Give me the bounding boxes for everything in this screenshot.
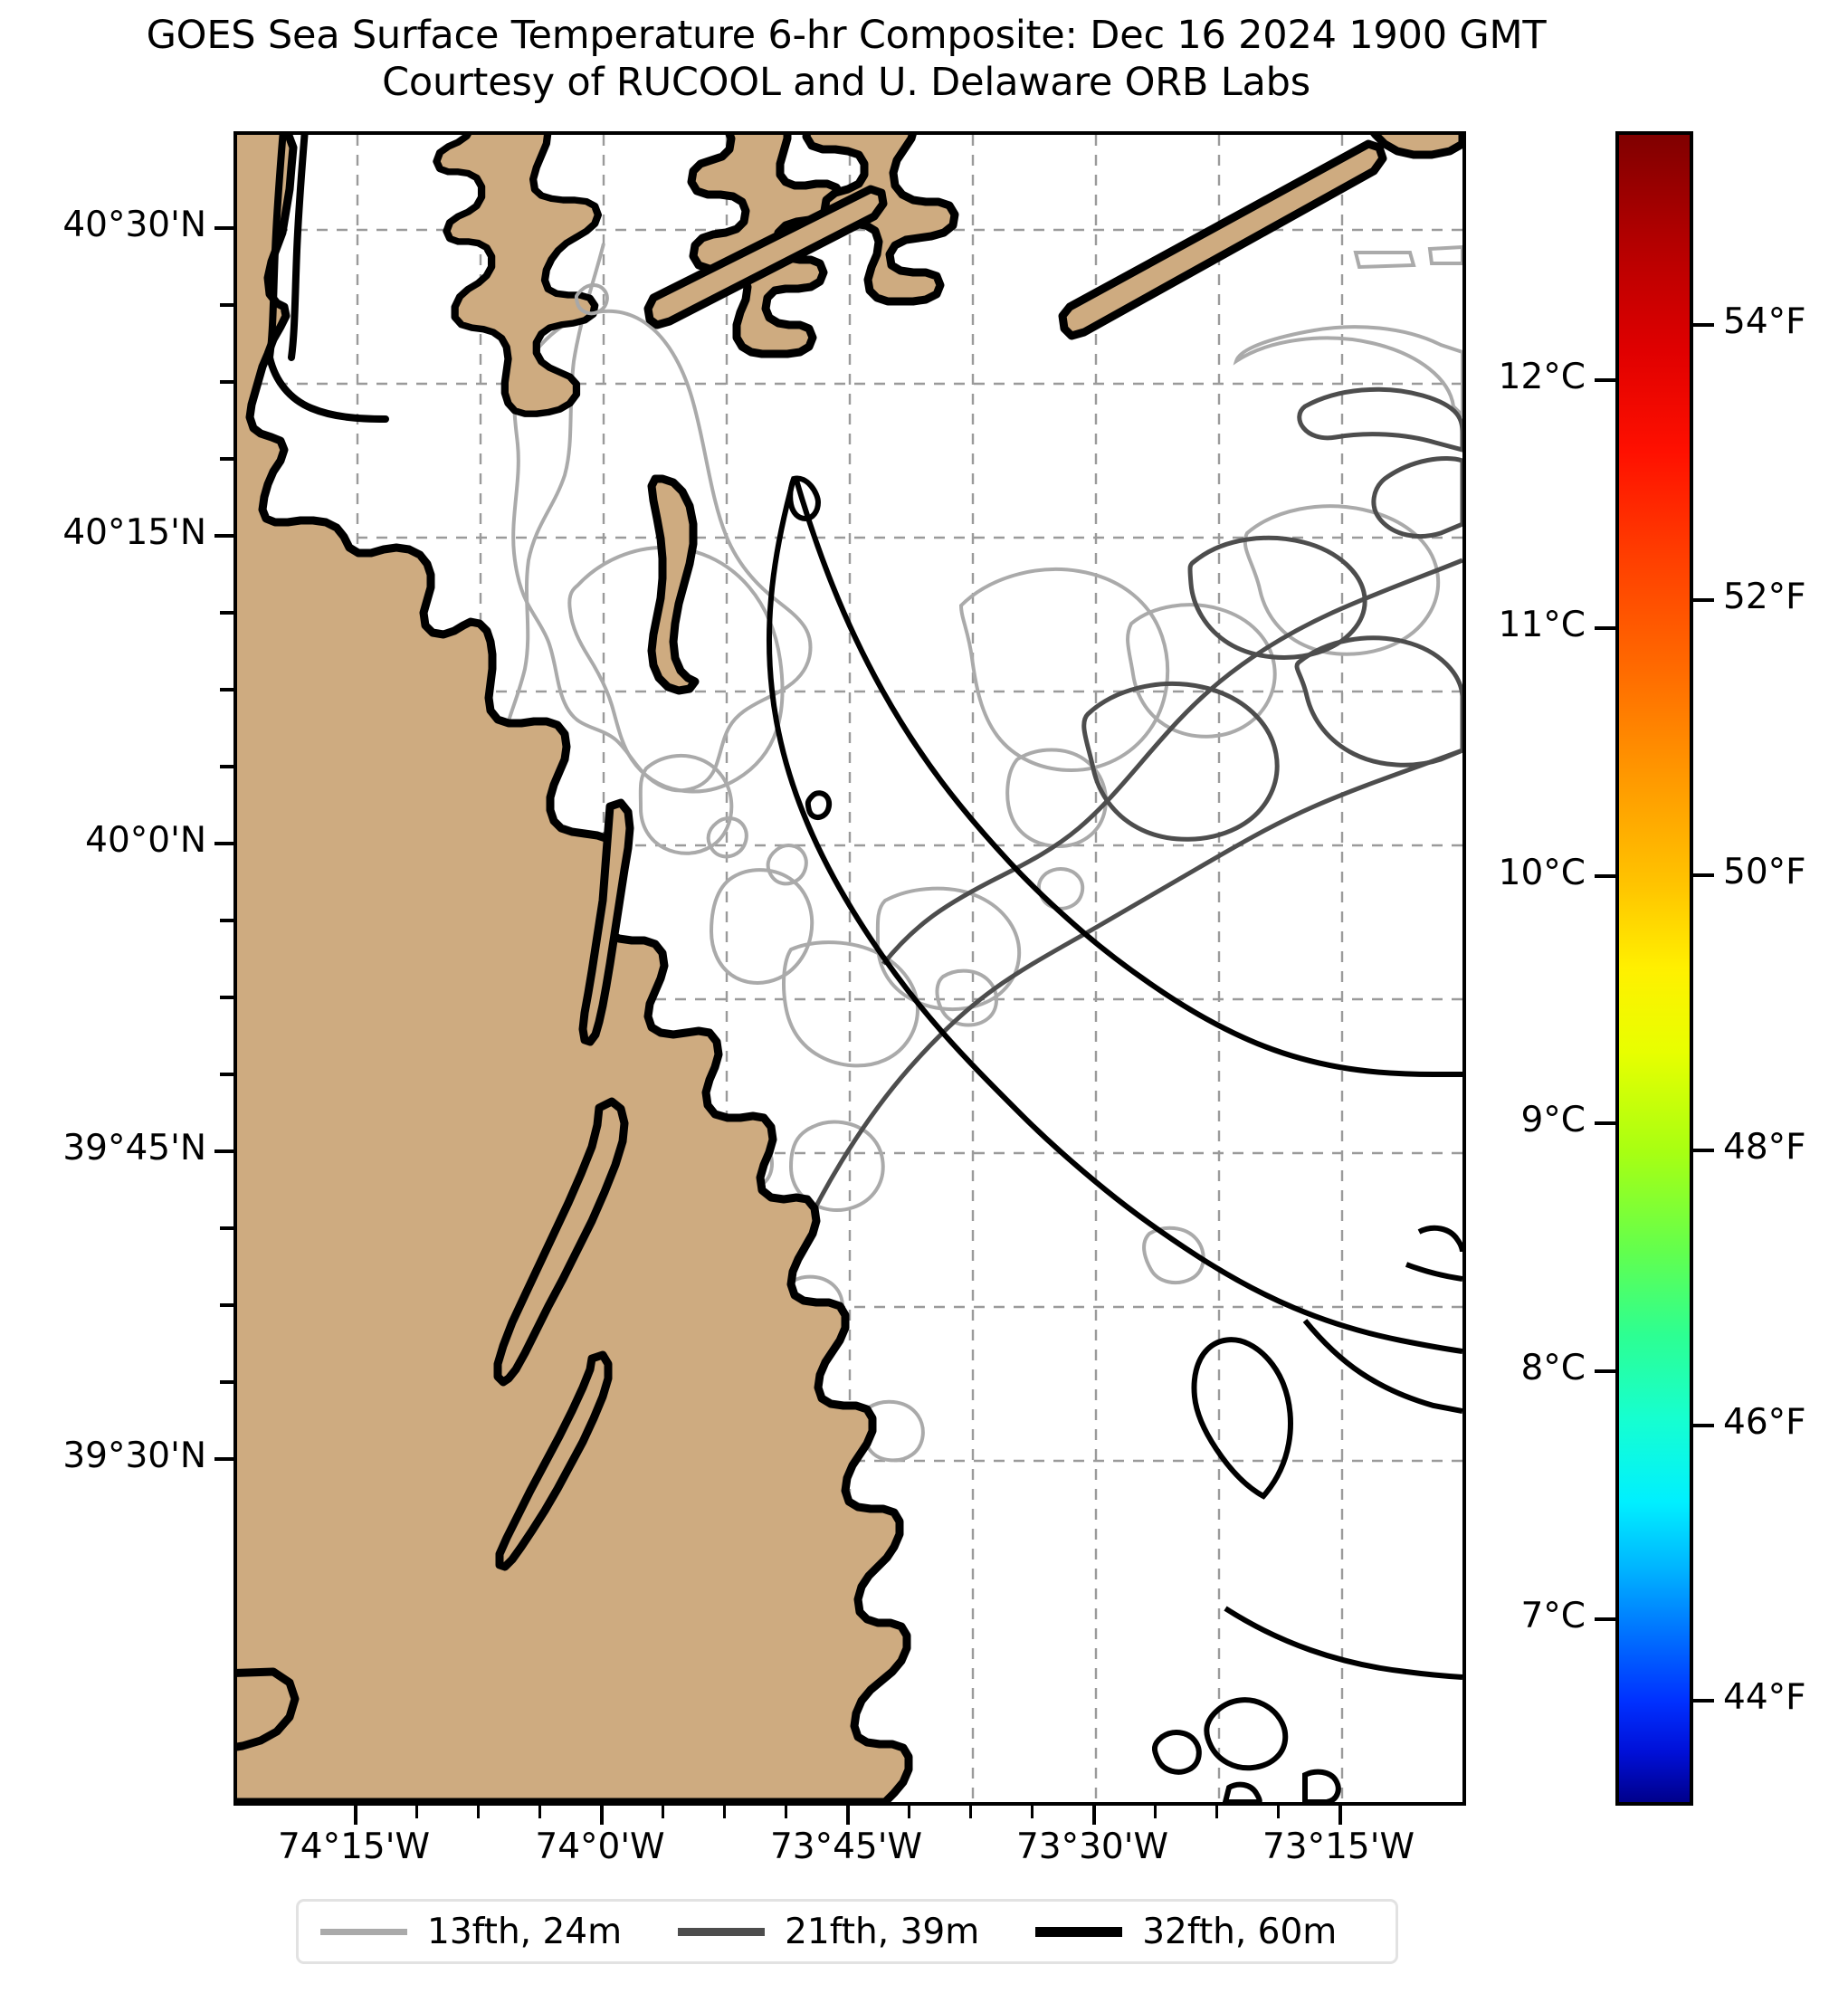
lat-tick-minor (220, 611, 233, 615)
lon-tick-major (1338, 1806, 1342, 1825)
cb-tick-c-12 (1595, 378, 1615, 382)
lat-tick-minor (220, 919, 233, 922)
land-staten-island-block (433, 135, 603, 417)
legend-line-icon-32fth (1035, 1926, 1123, 1937)
legend-label-32fth: 32fth, 60m (1142, 1911, 1338, 1952)
cb-tick-f-44 (1693, 1699, 1714, 1703)
cb-label-46f: 46°F (1723, 1402, 1806, 1443)
cb-tick-f-54 (1693, 323, 1714, 327)
page-title: GOES Sea Surface Temperature 6-hr Compos… (146, 13, 1547, 58)
lat-label-40-0: 40°0'N (85, 820, 206, 861)
cb-tick-c-9 (1595, 1121, 1615, 1125)
bathymetry-contour-32fth (767, 475, 1462, 1802)
lat-label-40-15: 40°15'N (62, 512, 206, 553)
cb-label-10c: 10°C (1498, 853, 1586, 893)
lat-tick-minor (220, 1073, 233, 1076)
lat-tick-major (214, 1149, 233, 1153)
lon-label-73-45: 73°45'W (769, 1827, 923, 1867)
legend-label-13fth: 13fth, 24m (427, 1911, 623, 1952)
page-subtitle: Courtesy of RUCOOL and U. Delaware ORB L… (382, 59, 1310, 105)
lon-tick-minor (477, 1806, 480, 1818)
lat-tick-minor (220, 380, 233, 384)
land-long-island-east (1370, 135, 1462, 159)
lon-tick-minor (969, 1806, 972, 1818)
legend-line-icon-13fth (320, 1928, 407, 1935)
river-channel-lines (266, 135, 389, 423)
land-sandy-hook (647, 474, 700, 695)
lon-label-74-0: 74°0'W (535, 1827, 665, 1867)
lat-label-40-30: 40°30'N (62, 205, 206, 245)
cb-label-54f: 54°F (1723, 301, 1806, 342)
lon-tick-minor (723, 1806, 726, 1818)
cb-label-50f: 50°F (1723, 852, 1806, 892)
lon-tick-major (354, 1806, 357, 1825)
lon-tick-major (1092, 1806, 1096, 1825)
lon-label-73-15: 73°15'W (1262, 1827, 1415, 1867)
cb-tick-f-46 (1693, 1424, 1714, 1427)
lat-tick-minor (220, 1303, 233, 1307)
bathymetry-legend: 13fth, 24m 21fth, 39m 32fth, 60m (296, 1899, 1398, 1964)
map-plot-area (233, 131, 1466, 1806)
lon-tick-minor (785, 1806, 787, 1818)
lon-label-74-15: 74°15'W (277, 1827, 431, 1867)
lat-tick-major (214, 842, 233, 845)
legend-line-icon-21fth (678, 1927, 766, 1936)
cb-label-11c: 11°C (1498, 605, 1586, 645)
lat-tick-major (214, 534, 233, 538)
lat-label-39-30: 39°30'N (62, 1435, 206, 1476)
lat-tick-major (214, 1457, 233, 1461)
lon-tick-minor (1215, 1806, 1218, 1818)
land-long-beach-island (493, 1097, 629, 1387)
inland-water-outline (574, 283, 609, 316)
cb-tick-f-52 (1693, 598, 1714, 602)
land-south-shore-barrier (1058, 139, 1387, 340)
chart-title-block: GOES Sea Surface Temperature 6-hr Compos… (0, 13, 1692, 106)
temperature-colorbar[interactable] (1615, 131, 1693, 1806)
lon-tick-minor (538, 1806, 541, 1818)
lat-tick-minor (220, 765, 233, 768)
lat-tick-minor (220, 303, 233, 307)
cb-tick-f-48 (1693, 1149, 1714, 1152)
lon-tick-minor (662, 1806, 664, 1818)
land-fire-island-strip (643, 185, 888, 329)
legend-entry-13fth: 13fth, 24m (320, 1912, 622, 1952)
lon-label-73-30: 73°30'W (1015, 1827, 1169, 1867)
lon-tick-minor (1277, 1806, 1280, 1818)
cb-label-48f: 48°F (1723, 1127, 1806, 1168)
cb-tick-c-10 (1595, 874, 1615, 878)
legend-entry-32fth: 32fth, 60m (1035, 1912, 1337, 1952)
land-long-island-central (802, 135, 959, 306)
cb-tick-c-7 (1595, 1617, 1615, 1621)
lon-tick-major (846, 1806, 850, 1825)
land-polygons (237, 135, 1462, 1802)
lat-tick-minor (220, 457, 233, 461)
lat-tick-minor (220, 996, 233, 999)
cb-tick-c-11 (1595, 626, 1615, 630)
land-island-beach (578, 798, 634, 1046)
lat-tick-minor (220, 1380, 233, 1384)
land-southwest-sliver (237, 1667, 300, 1751)
lat-tick-minor (220, 688, 233, 692)
lat-tick-major (214, 226, 233, 230)
cb-label-9c: 9°C (1520, 1100, 1586, 1140)
lon-tick-minor (1031, 1806, 1034, 1818)
cb-label-52f: 52°F (1723, 577, 1806, 617)
lat-tick-minor (220, 1226, 233, 1230)
cb-label-12c: 12°C (1498, 357, 1586, 397)
cb-label-44f: 44°F (1723, 1677, 1806, 1718)
legend-entry-21fth: 21fth, 39m (678, 1912, 979, 1952)
cb-label-8c: 8°C (1520, 1348, 1586, 1388)
lon-tick-minor (1154, 1806, 1157, 1818)
cb-tick-c-8 (1595, 1369, 1615, 1373)
land-southern-barrier-island (495, 1350, 613, 1571)
land-new-jersey-mainland (237, 135, 913, 1802)
lon-tick-major (600, 1806, 604, 1825)
cb-tick-f-50 (1693, 873, 1714, 877)
map-canvas (237, 135, 1462, 1802)
legend-label-21fth: 21fth, 39m (785, 1911, 980, 1952)
lon-tick-minor (908, 1806, 910, 1818)
lat-label-39-45: 39°45'N (62, 1128, 206, 1168)
cb-label-7c: 7°C (1520, 1596, 1586, 1636)
lon-tick-minor (415, 1806, 418, 1818)
